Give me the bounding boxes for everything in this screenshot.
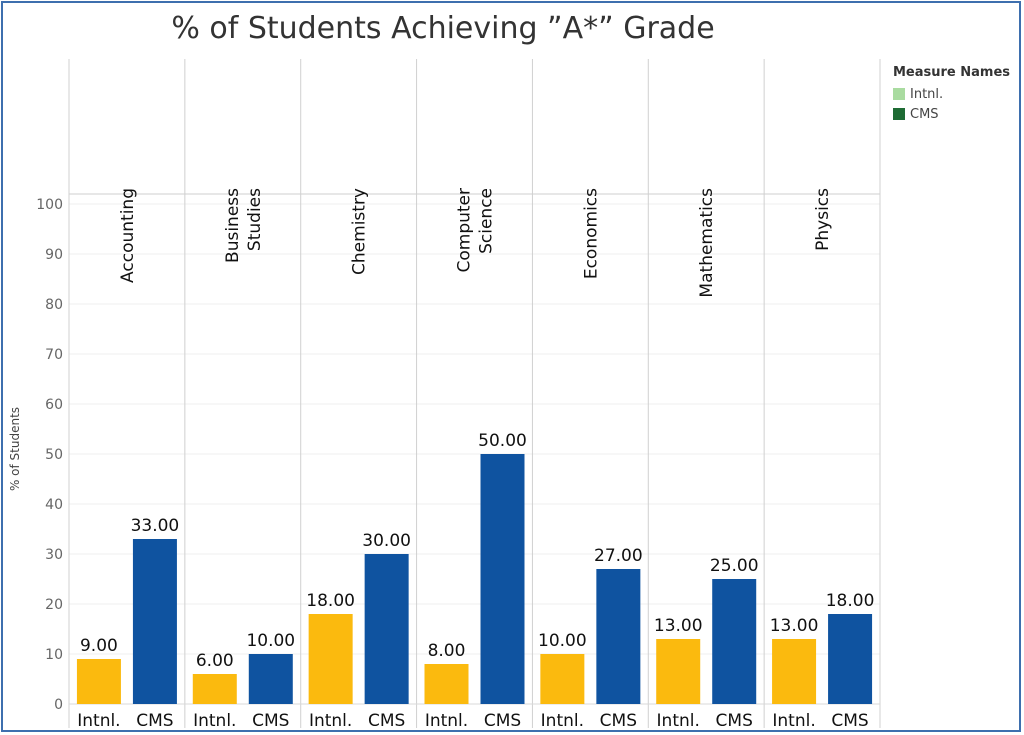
bar-intnl	[76, 659, 121, 704]
x-tick-label: Intnl.	[425, 711, 468, 730]
x-tick-label: Intnl.	[541, 711, 584, 730]
bar-value-label: 18.00	[306, 591, 355, 611]
bar-cms	[596, 569, 641, 704]
x-tick-label: CMS	[136, 711, 173, 730]
y-tick-label: 50	[45, 447, 63, 463]
bar-intnl	[656, 639, 701, 704]
x-tick-label: CMS	[484, 711, 521, 730]
bar-cms	[364, 554, 409, 704]
category-header-label: Business Studies	[223, 188, 265, 263]
bar-intnl	[424, 664, 469, 704]
category-header-label: Mathematics	[697, 188, 717, 298]
bar-value-label: 6.00	[196, 651, 234, 671]
y-tick-label: 20	[45, 597, 63, 613]
y-tick-label: 60	[45, 397, 63, 413]
y-tick-label: 80	[45, 297, 63, 313]
bar-intnl	[192, 674, 237, 704]
bar-value-label: 8.00	[428, 641, 466, 661]
chart-plot: 0 10 20 30 40 50 60 70 80 90 100 % of Students Accou…	[8, 59, 881, 730]
bar-value-label: 33.00	[131, 516, 180, 536]
x-tick-label: CMS	[368, 711, 405, 730]
bar-value-label: 10.00	[246, 631, 295, 651]
category-header-label: Chemistry	[350, 188, 370, 275]
bar-cms	[480, 454, 525, 704]
bar-value-label: 10.00	[538, 631, 587, 651]
legend-label-intnl: Intnl.	[910, 86, 944, 102]
category-header-label: Physics	[813, 188, 833, 251]
y-tick-label: 30	[45, 547, 63, 563]
y-tick-label: 0	[54, 697, 63, 713]
y-tick-label: 10	[45, 647, 63, 663]
bar-intnl	[772, 639, 817, 704]
bar-cms	[132, 539, 177, 704]
legend-item-cms: CMS	[893, 104, 1010, 124]
y-axis-title: % of Students	[8, 407, 22, 491]
legend-item-intnl: Intnl.	[893, 84, 1010, 104]
bar-value-label: 50.00	[478, 431, 527, 451]
legend-title: Measure Names	[893, 65, 1011, 80]
bar-value-label: 27.00	[594, 546, 643, 566]
x-tick-label: Intnl.	[193, 711, 236, 730]
bar-cms	[712, 579, 757, 704]
bar-value-label: 13.00	[770, 616, 819, 636]
x-tick-label: Intnl.	[77, 711, 120, 730]
bar-value-label: 30.00	[362, 531, 411, 551]
y-tick-label: 100	[36, 197, 63, 213]
bar-cms	[828, 614, 873, 704]
y-tick-label: 90	[45, 247, 63, 263]
legend-label-cms: CMS	[910, 106, 939, 122]
category-header-label: Accounting	[118, 188, 138, 283]
bar-intnl	[540, 654, 585, 704]
chart-legend: Measure Names Intnl. CMS	[893, 65, 1010, 124]
bar-value-label: 9.00	[80, 636, 118, 656]
legend-swatch-cms	[893, 108, 905, 120]
y-tick-label: 70	[45, 347, 63, 363]
legend-swatch-intnl	[893, 88, 905, 100]
chart-title: % of Students Achieving ”A*” Grade	[171, 11, 715, 46]
x-tick-label: CMS	[600, 711, 637, 730]
bar-value-label: 18.00	[826, 591, 875, 611]
x-tick-label: CMS	[252, 711, 289, 730]
x-tick-label: CMS	[716, 711, 753, 730]
bar-value-label: 13.00	[654, 616, 703, 636]
category-header-label: Economics	[581, 188, 601, 279]
bar-value-label: 25.00	[710, 556, 759, 576]
x-tick-label: Intnl.	[309, 711, 352, 730]
category-header-label: Computer Science	[455, 188, 497, 273]
bar-intnl	[308, 614, 353, 704]
y-tick-label: 40	[45, 497, 63, 513]
x-tick-label: CMS	[831, 711, 868, 730]
x-tick-label: Intnl.	[772, 711, 815, 730]
bar-cms	[248, 654, 293, 704]
x-tick-label: Intnl.	[657, 711, 700, 730]
